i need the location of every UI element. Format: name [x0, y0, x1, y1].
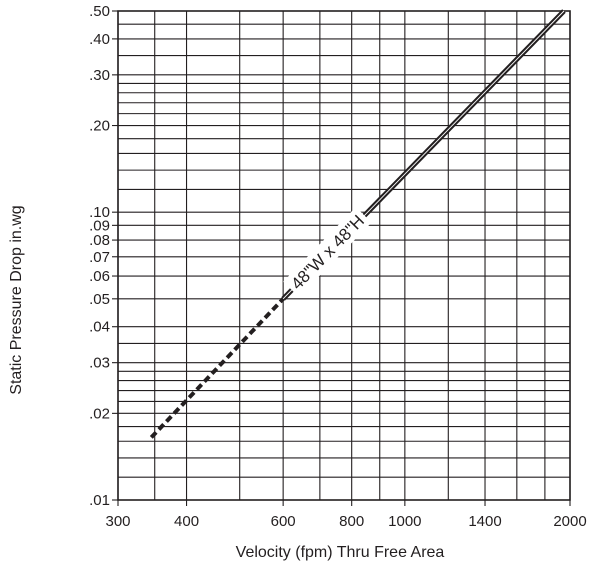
y-axis-label: Static Pressure Drop in.wg: [8, 205, 25, 394]
x-axis-label: Velocity (fpm) Thru Free Area: [236, 544, 445, 561]
y-tick-label: .07: [89, 249, 110, 266]
chart-grid: [117, 10, 571, 501]
x-tick-label: 800: [339, 513, 364, 530]
y-tick-label: .40: [89, 31, 110, 48]
plot-frame: [117, 10, 571, 501]
series-label-group: 48"W x 48"H: [283, 207, 372, 298]
y-tick-label: .02: [89, 405, 110, 422]
x-tick-label: 400: [174, 513, 199, 530]
y-tick-label: .10: [89, 204, 110, 221]
y-tick-label: .04: [89, 319, 110, 336]
x-tick-label: 1000: [388, 513, 421, 530]
y-tick-label: .06: [89, 268, 110, 285]
y-tick-label: .50: [89, 3, 110, 20]
x-tick-label: 2000: [553, 513, 586, 530]
y-tick-label: .05: [89, 291, 110, 308]
series-label-background: [283, 207, 372, 298]
y-tick-label: .01: [89, 492, 110, 509]
y-tick-label: .03: [89, 355, 110, 372]
y-tick-label: .30: [89, 67, 110, 84]
y-tick-label: .09: [89, 217, 110, 234]
x-tick-label: 600: [271, 513, 296, 530]
y-axis-ticks: .01 .02 .03 .04 .05 .06 .07.08.09.10 .20 .30 .40.…: [89, 3, 118, 509]
x-axis-ticks: 300 400 600 800 1000 1400 2000: [105, 500, 587, 530]
y-tick-label: .20: [89, 118, 110, 135]
series-extrapolated-line: [149, 297, 285, 439]
series-label: 48"W x 48"H: [287, 211, 368, 293]
x-tick-label: 1400: [468, 513, 501, 530]
y-tick-label: .08: [89, 232, 110, 249]
x-tick-label: 300: [105, 513, 130, 530]
